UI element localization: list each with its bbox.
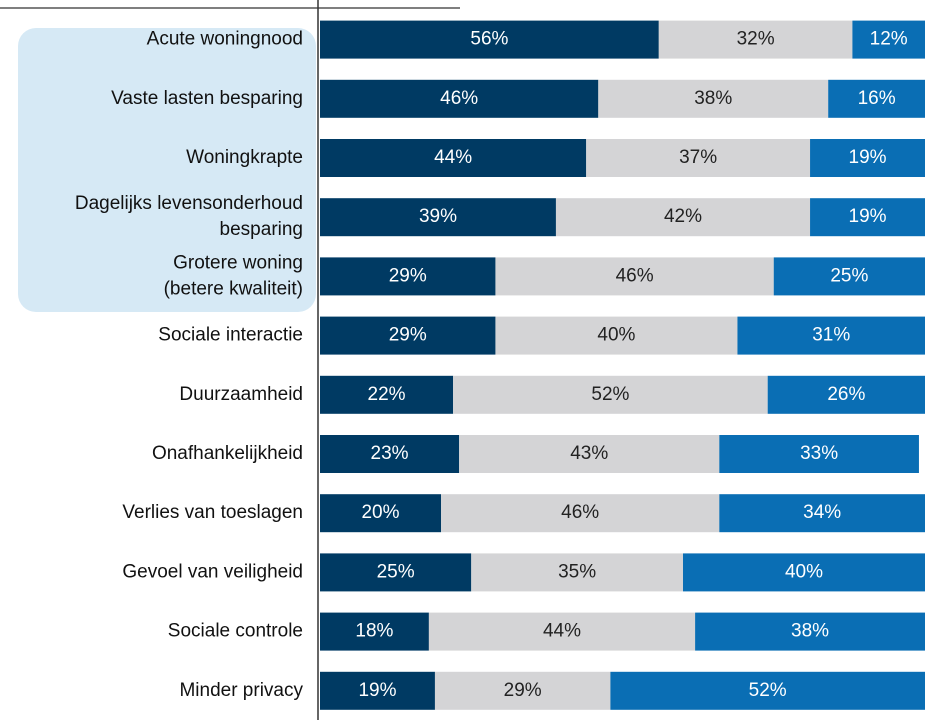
value-label: 46% <box>561 502 599 523</box>
bar-segment <box>453 375 768 414</box>
value-label: 44% <box>434 147 472 168</box>
category-label: Dagelijks levensonderhoud <box>75 193 303 214</box>
category-label: Duurzaamheid <box>179 384 303 405</box>
value-label: 20% <box>361 502 399 523</box>
bar-segment <box>320 257 496 296</box>
bar-segment <box>320 20 659 59</box>
bar-segment <box>767 375 925 414</box>
category-label: Minder privacy <box>179 680 303 701</box>
bar-segment <box>495 316 738 355</box>
bar-segment <box>695 612 925 651</box>
bar-segment <box>459 435 720 473</box>
value-label: 26% <box>827 384 865 405</box>
bar-segment <box>719 435 919 473</box>
value-label: 37% <box>679 147 717 168</box>
category-label: Gevoel van veiligheid <box>122 561 303 582</box>
bar-segment <box>320 79 599 118</box>
bar-segment <box>320 553 472 592</box>
bar-segment <box>852 20 925 59</box>
value-label: 38% <box>791 621 829 642</box>
bar-segment <box>495 257 774 296</box>
category-label: Acute woningnood <box>147 29 303 50</box>
bar-segment <box>610 671 925 710</box>
bar-segment <box>598 79 829 118</box>
bar-segment <box>828 79 925 118</box>
value-label: 42% <box>664 206 702 227</box>
value-label: 29% <box>389 265 427 286</box>
bar-segment <box>320 198 556 237</box>
value-label: 19% <box>849 206 887 227</box>
bar-segment <box>586 139 811 177</box>
bar-segment <box>320 494 441 533</box>
bar-segment <box>320 612 429 651</box>
value-label: 39% <box>419 206 457 227</box>
category-label: Vaste lasten besparing <box>111 88 303 109</box>
category-label: Sociale controle <box>168 621 303 642</box>
bar-segment <box>320 139 587 177</box>
value-label: 52% <box>749 680 787 701</box>
category-label: (betere kwaliteit) <box>164 278 303 299</box>
value-label: 46% <box>440 88 478 109</box>
value-label: 44% <box>543 621 581 642</box>
value-label: 43% <box>570 443 608 464</box>
value-label: 18% <box>355 621 393 642</box>
value-label: 34% <box>803 502 841 523</box>
bar-segment <box>683 553 925 592</box>
bar-segment <box>658 20 853 59</box>
value-label: 16% <box>858 88 896 109</box>
value-label: 29% <box>504 680 542 701</box>
bar-segment <box>810 139 925 177</box>
bar-segment <box>719 494 925 533</box>
value-label: 22% <box>368 384 406 405</box>
category-label: besparing <box>220 219 303 240</box>
bar-segment <box>320 316 496 355</box>
value-label: 52% <box>591 384 629 405</box>
bar-segment <box>773 257 925 296</box>
value-label: 29% <box>389 325 427 346</box>
value-label: 31% <box>812 325 850 346</box>
bar-segment <box>810 198 925 237</box>
category-label: Verlies van toeslagen <box>122 502 303 523</box>
bar-segment <box>320 375 454 414</box>
value-label: 35% <box>558 561 596 582</box>
bar-segment <box>555 198 811 237</box>
highlight <box>18 28 316 312</box>
value-label: 40% <box>597 325 635 346</box>
value-label: 38% <box>694 88 732 109</box>
value-label: 12% <box>870 29 908 50</box>
category-label: Grotere woning <box>173 252 303 273</box>
bar-segment <box>428 612 696 651</box>
value-label: 32% <box>737 29 775 50</box>
value-label: 40% <box>785 561 823 582</box>
value-label: 56% <box>470 29 508 50</box>
value-label: 19% <box>358 680 396 701</box>
bar-segment <box>434 671 611 710</box>
category-label: Woningkrapte <box>186 147 303 168</box>
value-label: 33% <box>800 443 838 464</box>
value-label: 46% <box>616 265 654 286</box>
bar-segment <box>441 494 720 533</box>
category-label: Onafhankelijkheid <box>152 443 303 464</box>
value-label: 25% <box>830 265 868 286</box>
bar-segment <box>320 435 460 473</box>
value-label: 23% <box>371 443 409 464</box>
bar-segment <box>471 553 683 592</box>
bar-segment <box>320 671 435 710</box>
value-label: 19% <box>849 147 887 168</box>
category-label: Sociale interactie <box>158 325 303 346</box>
bar-segment <box>737 316 925 355</box>
value-label: 25% <box>377 561 415 582</box>
